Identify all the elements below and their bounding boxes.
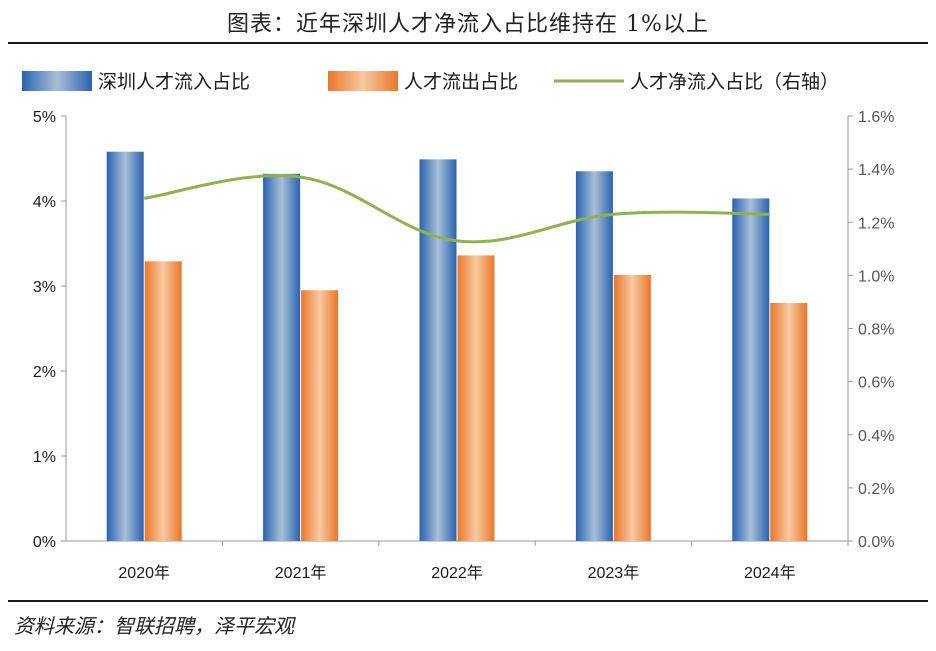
legend-label-outflow: 人才流出占比 bbox=[404, 71, 518, 93]
source-note: 资料来源：智联招聘，泽平宏观 bbox=[14, 614, 294, 638]
left-tick-label: 4% bbox=[33, 194, 56, 211]
x-tick-label: 2023年 bbox=[588, 564, 640, 582]
x-tick-label: 2024年 bbox=[744, 564, 796, 582]
right-tick-label: 1.4% bbox=[858, 162, 894, 179]
right-tick-label: 1.2% bbox=[858, 215, 894, 232]
bar-outflow bbox=[144, 261, 182, 541]
x-tick-label: 2022年 bbox=[431, 564, 483, 582]
left-tick-label: 0% bbox=[33, 534, 56, 551]
left-tick-label: 3% bbox=[33, 279, 56, 296]
bar-outflow bbox=[457, 255, 495, 541]
legend-swatch-outflow bbox=[328, 71, 398, 91]
right-tick-label: 0.2% bbox=[858, 481, 894, 498]
bar-outflow bbox=[770, 303, 808, 541]
left-tick-label: 1% bbox=[33, 449, 56, 466]
chart-title: 图表：近年深圳人才净流入占比维持在 1%以上 bbox=[227, 12, 709, 37]
bar-inflow bbox=[419, 159, 457, 541]
legend-label-inflow: 深圳人才流入占比 bbox=[98, 71, 250, 93]
bar-outflow bbox=[301, 290, 339, 541]
right-tick-label: 0.0% bbox=[858, 534, 894, 551]
right-ticks: 0.0% 0.2% 0.4% 0.6% 0.8% 1.0% 1.2% 1.4% 1.6% bbox=[848, 109, 894, 551]
chart: 深圳人才流入占比 人才流出占比 人才净流入占比（右轴） 0% 1% 2% 3% 4% 5%… bbox=[22, 71, 894, 582]
left-ticks: 0% 1% 2% 3% 4% 5% bbox=[33, 109, 66, 551]
left-tick-label: 2% bbox=[33, 364, 56, 381]
net-inflow-line bbox=[143, 174, 770, 244]
top-rule bbox=[8, 42, 928, 44]
right-tick-label: 0.8% bbox=[858, 322, 894, 339]
x-tick-label: 2021年 bbox=[275, 564, 327, 582]
bar-inflow bbox=[106, 151, 144, 541]
legend: 深圳人才流入占比 人才流出占比 人才净流入占比（右轴） bbox=[22, 71, 839, 93]
right-tick-label: 0.4% bbox=[858, 428, 894, 445]
right-tick-label: 0.6% bbox=[858, 375, 894, 392]
bar-inflow bbox=[732, 198, 770, 541]
bar-inflow bbox=[575, 171, 613, 541]
right-tick-label: 1.6% bbox=[858, 109, 894, 126]
bar-outflow bbox=[613, 274, 651, 541]
right-tick-label: 1.0% bbox=[858, 268, 894, 285]
bars bbox=[106, 151, 808, 542]
x-tick-label: 2020年 bbox=[118, 564, 170, 582]
legend-swatch-inflow bbox=[22, 71, 92, 91]
left-tick-label: 5% bbox=[33, 109, 56, 126]
legend-label-net: 人才净流入占比（右轴） bbox=[630, 71, 839, 93]
bar-inflow bbox=[263, 173, 301, 542]
x-ticks: 2020年 2021年 2022年 2023年 2024年 bbox=[118, 541, 849, 582]
bottom-rule bbox=[8, 600, 928, 602]
